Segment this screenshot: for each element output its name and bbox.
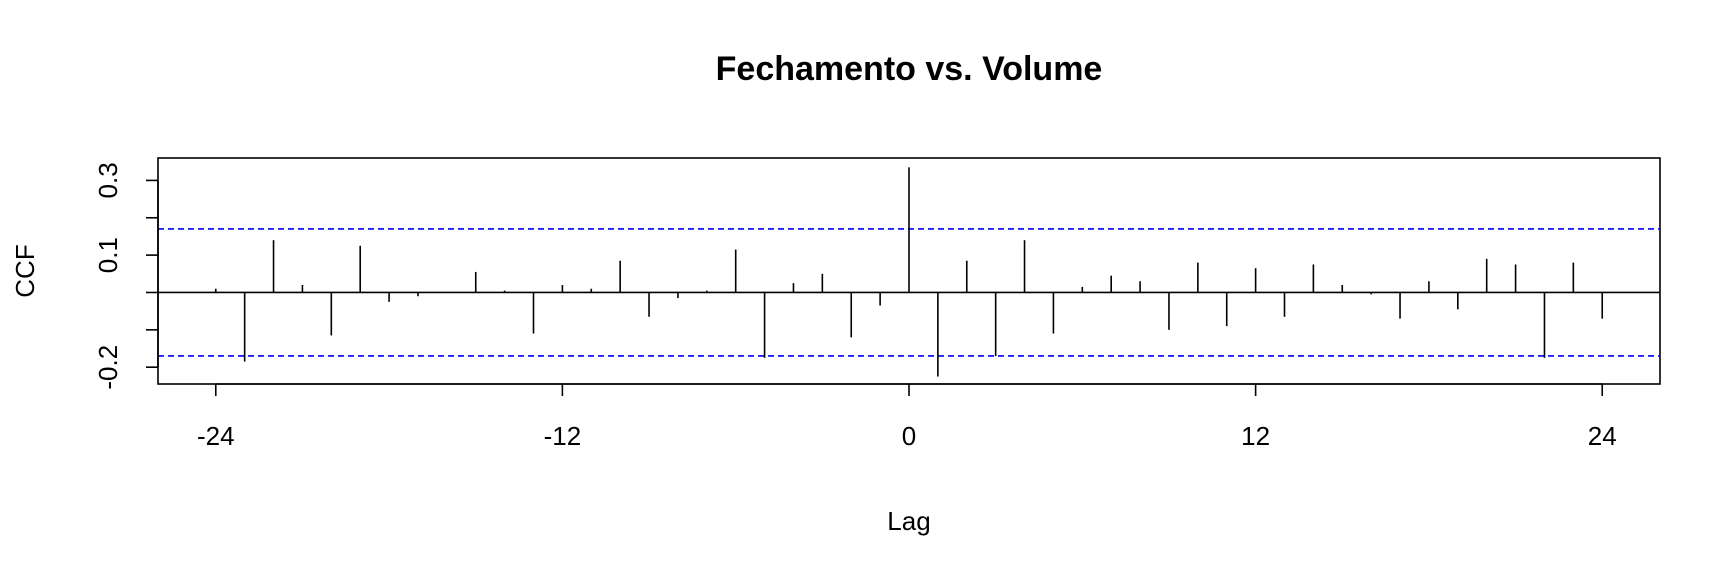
x-axis-label: Lag xyxy=(887,506,930,536)
x-tick-label: 0 xyxy=(902,421,916,451)
x-tick-label: -12 xyxy=(544,421,582,451)
y-axis: -0.2 0.1 0.3 xyxy=(93,162,159,390)
y-tick-label: 0.1 xyxy=(93,237,123,273)
y-axis-label: CCF xyxy=(10,244,40,297)
chart-title: Fechamento vs. Volume xyxy=(716,50,1103,88)
y-tick-label: 0.3 xyxy=(93,162,123,198)
x-tick-label: 12 xyxy=(1241,421,1270,451)
x-tick-label: -24 xyxy=(197,421,235,451)
x-tick-label: 24 xyxy=(1588,421,1617,451)
y-tick-label: -0.2 xyxy=(93,345,123,390)
x-axis: -24 -12 0 12 24 xyxy=(197,383,1617,451)
ccf-bars xyxy=(214,167,1604,377)
